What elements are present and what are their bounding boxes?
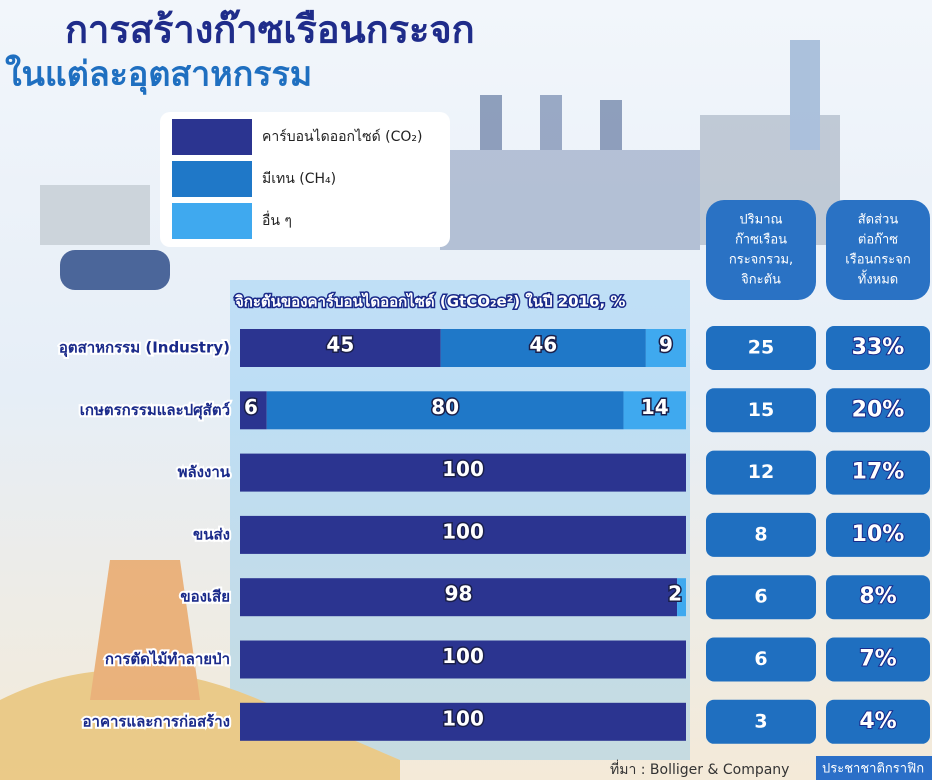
column-cell: [826, 388, 930, 433]
cat-label: พลังงาน: [178, 463, 231, 481]
bar-value-label: 6: [244, 395, 258, 419]
column-value: 15: [748, 399, 774, 421]
column-cell: [706, 326, 816, 370]
column-value: 6: [754, 586, 767, 608]
brand: ประชาชาติกราฟิก: [822, 762, 924, 777]
column-value: 17%: [852, 460, 905, 485]
subtitle: ในแต่ละอุตสาหกรรม: [5, 54, 312, 96]
bar-segment: [240, 640, 686, 679]
column-cell: [826, 512, 930, 557]
column-header: สัดส่วน: [858, 213, 899, 228]
column-cell: [706, 575, 816, 620]
cat-label: อุตสาหกรรม (Industry): [59, 339, 230, 358]
legend-swatch: [172, 161, 252, 197]
column-value: 20%: [852, 397, 905, 422]
column-value: 6: [754, 648, 767, 670]
cat-label: ของเสีย: [180, 588, 230, 606]
column-cell: [826, 699, 930, 744]
column-header-box: [706, 200, 816, 300]
column-cell: [826, 450, 930, 495]
bar-segment: [240, 515, 686, 554]
column-value: 8%: [859, 584, 896, 609]
bar-value-label: 100: [442, 706, 484, 730]
column-value: 4%: [859, 709, 896, 734]
column-cell: [706, 512, 816, 557]
bar-value-label: 100: [442, 519, 484, 543]
bar-value-label: 14: [641, 395, 669, 419]
column-cell: [706, 388, 816, 433]
column-cell: [826, 637, 930, 682]
column-value: 8: [754, 523, 767, 545]
bar-segment: [240, 391, 267, 430]
cat-label: ขนส่ง: [193, 525, 230, 543]
column-value: 7%: [859, 647, 896, 672]
bar-segment: [240, 578, 678, 617]
legend-label: อื่น ๆ: [262, 211, 292, 229]
cat-label: การตัดไม้ทำลายป่า: [105, 649, 230, 668]
column-header: ก๊าซเรือน: [735, 232, 787, 248]
column-header: ปริมาณ: [739, 213, 782, 228]
bar-segment: [677, 578, 686, 617]
column-cell: [706, 450, 816, 495]
bar-segment: [440, 329, 646, 367]
bar-value-label: 9: [659, 333, 673, 357]
column-header: เรือนกระจก: [845, 252, 910, 268]
legend-swatch: [172, 119, 252, 155]
column-value: 3: [754, 710, 767, 732]
column-cell: [706, 637, 816, 682]
column-header: ทั้งหมด: [858, 270, 899, 288]
legend-label: มีเทน (CH₄): [262, 171, 336, 187]
legend-label: คาร์บอนไดออกไซด์ (CO₂): [262, 128, 422, 145]
column-header: จิกะตัน: [741, 273, 781, 288]
bar-value-label: 45: [326, 333, 354, 357]
axis-label: จิกะตันของคาร์บอนไดออกไซด์ (GtCO₂e²) ในป…: [235, 292, 626, 311]
cat-label: เกษตรกรรมและปศุสัตว์: [80, 401, 230, 420]
bar-segment: [623, 391, 686, 430]
column-value: 33%: [852, 335, 905, 360]
source: ที่มา : Bolliger & Company: [610, 760, 789, 778]
cat-label: อาคารและการก่อสร้าง: [83, 712, 230, 730]
bar-segment: [266, 391, 624, 430]
brand-box: [816, 756, 932, 780]
column-header: ต่อก๊าซ: [858, 233, 898, 248]
title: การสร้างก๊าซเรือนกระจก: [65, 8, 475, 52]
column-cell: [706, 699, 816, 744]
bar-segment: [240, 702, 686, 741]
column-header-box: [826, 200, 930, 300]
bar-value-label: 100: [442, 457, 484, 481]
legend-swatch: [172, 203, 252, 239]
column-value: 12: [748, 461, 774, 483]
column-cell: [826, 575, 930, 620]
bar-segment: [240, 453, 686, 492]
bar-value-label: 80: [431, 395, 459, 419]
bar-segment: [240, 329, 441, 367]
bar-segment: [645, 329, 686, 367]
column-cell: [826, 326, 930, 370]
bar-value-label: 46: [529, 333, 557, 357]
column-value: 25: [748, 337, 774, 359]
bar-value-label: 2: [668, 582, 682, 606]
column-value: 10%: [852, 522, 905, 547]
column-header: กระจกรวม,: [729, 253, 793, 268]
bar-value-label: 98: [445, 582, 473, 606]
bar-value-label: 100: [442, 644, 484, 668]
